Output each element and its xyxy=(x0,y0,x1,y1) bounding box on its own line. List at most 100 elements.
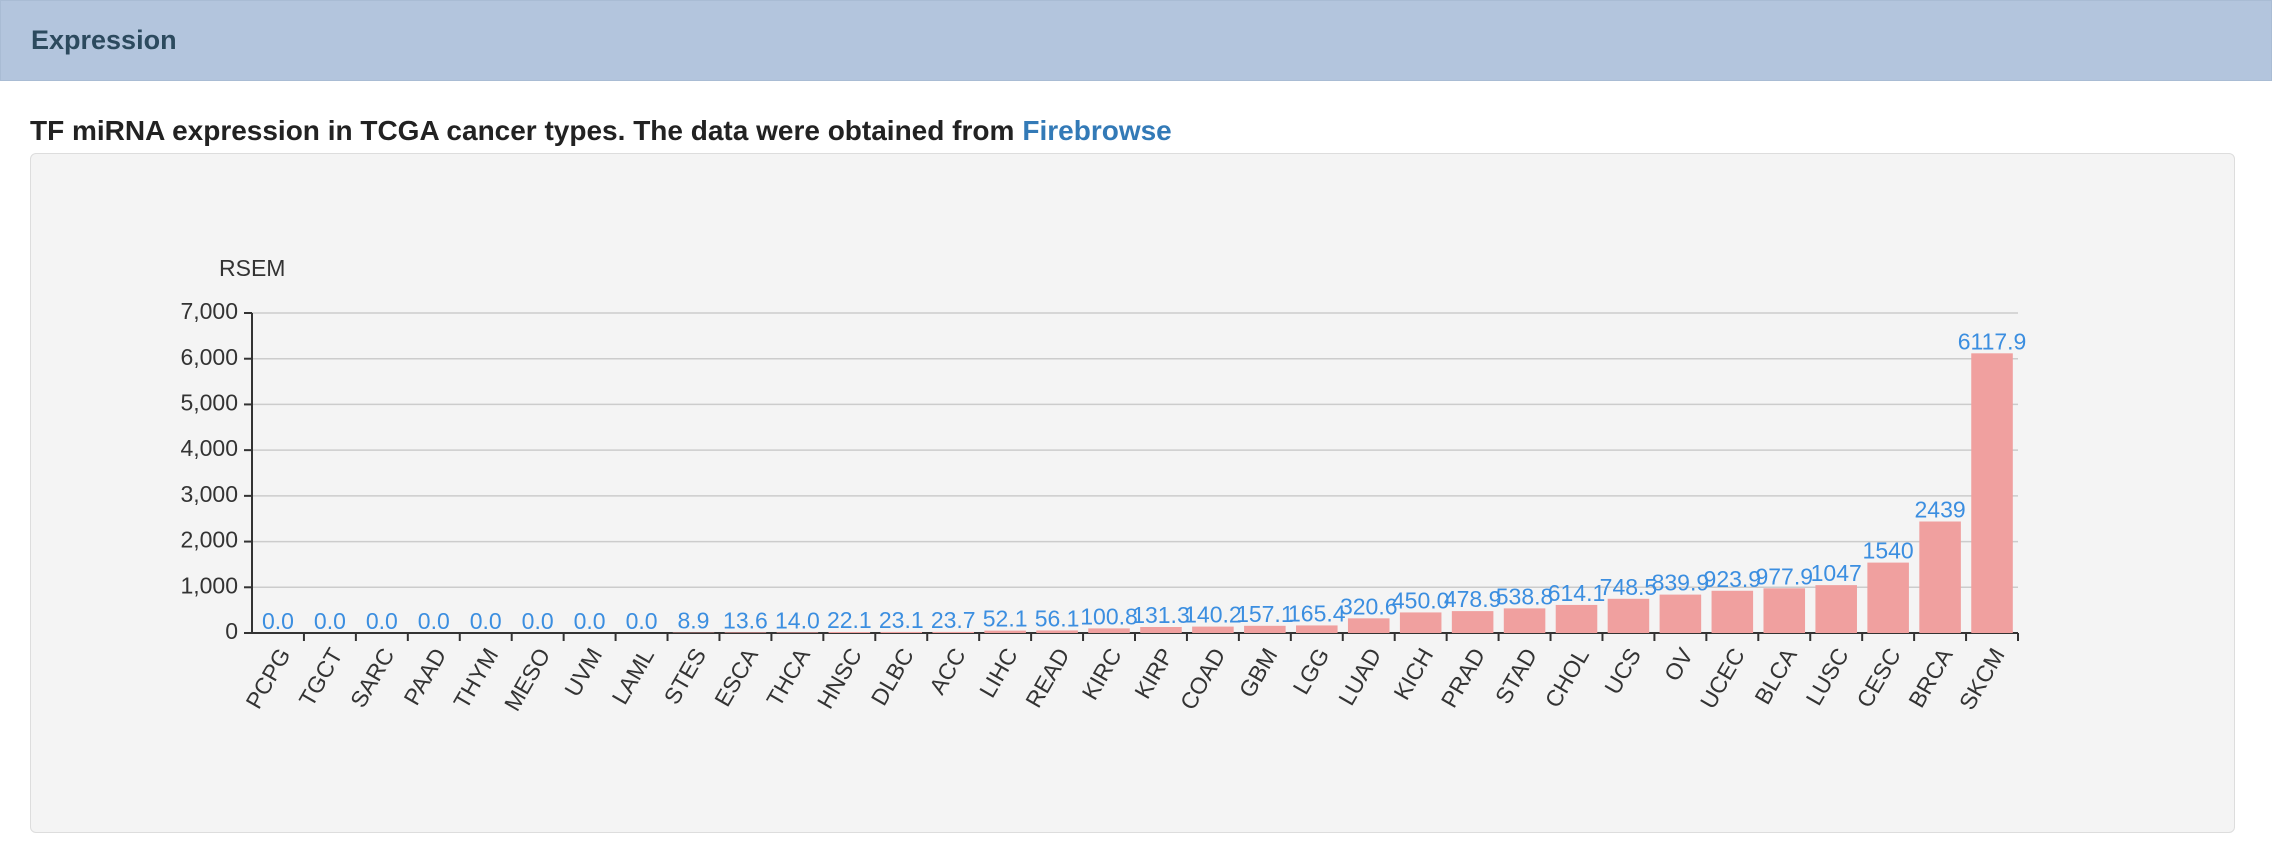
x-tick-label: BLCA xyxy=(1749,643,1802,709)
value-label: 131.3 xyxy=(1132,602,1190,628)
bar xyxy=(776,632,819,633)
x-tick-label: READ xyxy=(1020,644,1074,712)
value-label: 22.1 xyxy=(827,607,872,633)
value-label: 56.1 xyxy=(1035,606,1080,632)
x-tick-label: HNSC xyxy=(812,644,867,713)
bar xyxy=(1503,608,1546,633)
x-tick-label: CESC xyxy=(1851,644,1905,712)
bar xyxy=(1244,625,1286,633)
x-tick-label: LAML xyxy=(607,643,660,708)
x-tick-label: UVM xyxy=(559,644,607,701)
y-tick-label: 0 xyxy=(225,618,238,644)
x-tick-label: OV xyxy=(1659,643,1698,685)
bar xyxy=(880,631,923,633)
value-label: 1540 xyxy=(1863,538,1914,564)
x-tick-label: PAAD xyxy=(398,644,451,710)
x-tick-label: ACC xyxy=(924,644,971,699)
bar xyxy=(1919,521,1961,633)
value-label: 478.9 xyxy=(1444,586,1502,612)
firebrowse-link[interactable]: Firebrowse xyxy=(1022,115,1172,146)
y-tick-label: 7,000 xyxy=(180,298,238,324)
bar xyxy=(1815,585,1857,633)
x-tick-label: COAD xyxy=(1175,644,1231,715)
value-label: 157.1 xyxy=(1236,601,1294,627)
value-label: 100.8 xyxy=(1080,603,1138,629)
x-tick-label: THYM xyxy=(448,644,503,713)
x-tick-label: STES xyxy=(659,644,712,709)
bar xyxy=(1451,611,1494,633)
bar xyxy=(1711,590,1754,633)
value-label: 450.0 xyxy=(1392,588,1450,614)
bar xyxy=(828,631,871,633)
value-label: 839.9 xyxy=(1652,570,1710,596)
x-tick-label: DLBC xyxy=(866,644,919,710)
bar xyxy=(724,632,767,633)
x-tick-label: BRCA xyxy=(1903,643,1958,712)
value-label: 165.4 xyxy=(1288,601,1346,627)
x-tick-label: KIRP xyxy=(1129,644,1178,703)
value-label: 0.0 xyxy=(574,608,606,634)
x-tick-label: GBM xyxy=(1234,644,1283,702)
value-label: 23.7 xyxy=(931,607,976,633)
bar xyxy=(932,631,974,633)
value-label: 0.0 xyxy=(366,608,398,634)
bar xyxy=(1659,594,1702,633)
x-tick-label: UCS xyxy=(1599,644,1646,699)
header-title: Expression xyxy=(31,25,177,55)
x-tick-label: PRAD xyxy=(1436,644,1490,712)
bar xyxy=(1399,612,1442,633)
bar xyxy=(1036,630,1078,633)
value-label: 140.2 xyxy=(1184,602,1242,628)
bar xyxy=(1555,604,1598,633)
y-tick-label: 1,000 xyxy=(180,572,238,598)
bar xyxy=(1088,628,1130,633)
x-tick-label: KICH xyxy=(1388,644,1438,705)
x-tick-label: LIHC xyxy=(974,644,1023,702)
value-label: 0.0 xyxy=(522,608,554,634)
bar xyxy=(1867,562,1909,633)
x-tick-label: TGCT xyxy=(294,644,348,711)
value-label: 6117.9 xyxy=(1958,328,2027,354)
value-label: 0.0 xyxy=(314,608,346,634)
bar xyxy=(1192,626,1234,633)
y-tick-label: 5,000 xyxy=(180,390,238,416)
y-tick-label: 4,000 xyxy=(180,435,238,461)
value-label: 52.1 xyxy=(983,606,1028,632)
y-tick-label: 3,000 xyxy=(180,481,238,507)
value-label: 13.6 xyxy=(723,607,768,633)
bar xyxy=(1763,588,1806,633)
value-label: 0.0 xyxy=(470,608,502,634)
x-tick-label: LUAD xyxy=(1333,644,1386,710)
x-tick-label: THCA xyxy=(761,643,815,711)
x-tick-label: SARC xyxy=(345,644,399,712)
x-tick-label: UCEC xyxy=(1695,644,1750,713)
x-tick-label: CHOL xyxy=(1540,643,1595,712)
bar xyxy=(1140,626,1182,633)
bar xyxy=(1607,598,1650,633)
x-tick-label: LGG xyxy=(1288,644,1335,699)
value-label: 538.8 xyxy=(1496,583,1554,609)
value-label: 1047 xyxy=(1811,560,1862,586)
subtitle-text: TF miRNA expression in TCGA cancer types… xyxy=(30,115,1015,146)
value-label: 0.0 xyxy=(626,608,658,634)
value-label: 614.1 xyxy=(1548,580,1606,606)
value-label: 0.0 xyxy=(262,608,294,634)
y-tick-label: 2,000 xyxy=(180,527,238,553)
x-tick-label: LUSC xyxy=(1801,644,1854,710)
subtitle: TF miRNA expression in TCGA cancer types… xyxy=(30,115,1172,147)
chart-panel xyxy=(30,153,2235,833)
panel-header: Expression xyxy=(0,0,2272,81)
value-label: 14.0 xyxy=(775,607,820,633)
y-axis-title: RSEM xyxy=(219,255,285,281)
value-label: 748.5 xyxy=(1600,574,1658,600)
value-label: 320.6 xyxy=(1340,593,1398,619)
bar xyxy=(984,630,1026,633)
value-label: 0.0 xyxy=(418,608,450,634)
x-tick-label: SKCM xyxy=(1954,644,2010,715)
bar xyxy=(1347,618,1390,633)
value-label: 923.9 xyxy=(1704,566,1762,592)
bar xyxy=(1296,625,1338,633)
x-tick-label: KIRC xyxy=(1077,644,1127,705)
